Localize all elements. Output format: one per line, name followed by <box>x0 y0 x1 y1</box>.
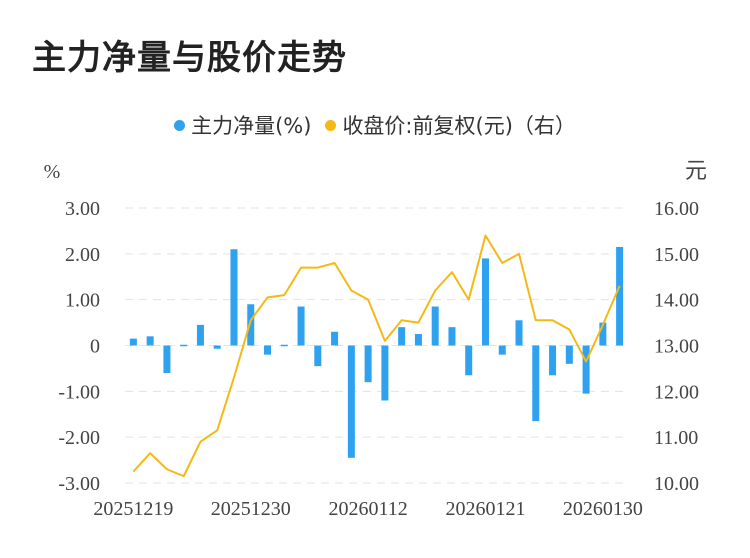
bar <box>230 249 238 346</box>
legend-label-price: 收盘价:前复权(元)（右） <box>342 114 576 138</box>
bar <box>364 345 372 383</box>
bar <box>381 345 389 401</box>
bar <box>196 324 204 346</box>
x-tick-label: 20260121 <box>445 498 525 520</box>
bar <box>448 327 456 346</box>
y-left-tick-label: -1.00 <box>58 381 100 403</box>
bar <box>331 331 339 346</box>
bar <box>247 304 255 346</box>
bar <box>481 258 489 346</box>
y-right-tick-label: 12.00 <box>654 381 699 403</box>
price-line <box>132 234 621 478</box>
bar <box>565 345 573 364</box>
bar <box>297 306 305 346</box>
y-right-tick-label: 14.00 <box>654 290 699 312</box>
y-right-tick-label: 11.00 <box>654 427 698 449</box>
bar <box>582 345 590 394</box>
y-left-tick-label: 2.00 <box>65 244 100 266</box>
legend-dot-price <box>325 119 337 131</box>
line-series <box>132 234 621 478</box>
bar <box>465 345 473 376</box>
y-left-tick-label: -2.00 <box>58 427 100 449</box>
bar <box>146 336 154 346</box>
y-left-tick-label: 0 <box>90 336 100 358</box>
legend-dot-flow <box>174 119 186 131</box>
bar <box>431 306 439 346</box>
bar <box>180 344 188 347</box>
bar-series <box>129 246 624 458</box>
bar <box>414 334 422 346</box>
bar <box>314 345 322 367</box>
bar <box>129 338 137 346</box>
x-tick-label: 20251219 <box>93 498 173 520</box>
bar <box>616 246 624 346</box>
chart-title: 主力净量与股价走势 <box>32 38 347 78</box>
bar <box>347 345 355 458</box>
y-right-tick-label: 16.00 <box>654 198 699 220</box>
y-right-tick-label: 13.00 <box>654 336 699 358</box>
y-left-tick-label: -3.00 <box>58 473 100 495</box>
bar <box>264 345 272 355</box>
y-left-unit-label: % <box>44 161 61 183</box>
axis-labels: 3.00 16.00 2.00 15.00 1.00 14.00 0 13.00 -1.00 12… <box>58 198 699 520</box>
bar <box>398 327 406 346</box>
bar <box>498 345 506 355</box>
bar <box>532 345 540 422</box>
bar <box>515 320 523 346</box>
legend-label-flow: 主力净量(%) <box>191 114 312 138</box>
legend-item-flow[interactable]: 主力净量(%) <box>174 110 311 140</box>
bar <box>549 345 557 376</box>
bar <box>599 322 607 346</box>
bar <box>163 345 171 373</box>
y-right-tick-label: 15.00 <box>654 244 699 266</box>
x-tick-label: 20251230 <box>211 498 291 520</box>
y-left-tick-label: 3.00 <box>65 198 100 220</box>
bar <box>213 345 221 349</box>
legend-item-price[interactable]: 收盘价:前复权(元)（右） <box>325 110 576 140</box>
chart-legend: 主力净量(%) 收盘价:前复权(元)（右） <box>0 110 750 140</box>
bar <box>280 344 288 347</box>
x-tick-label: 20260130 <box>563 498 643 520</box>
y-right-unit-label: 元 <box>685 159 707 184</box>
y-right-tick-label: 10.00 <box>654 473 699 495</box>
x-tick-label: 20260112 <box>328 498 407 520</box>
y-left-tick-label: 1.00 <box>65 290 100 312</box>
